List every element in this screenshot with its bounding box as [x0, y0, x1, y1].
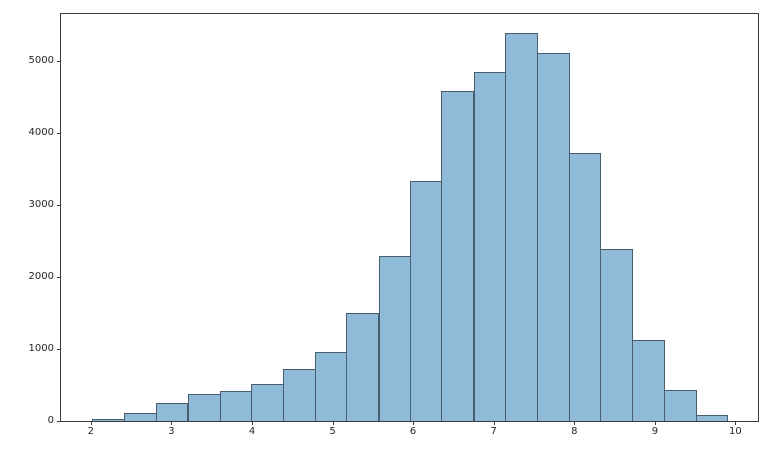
y-tick-label: 5000 [28, 55, 54, 67]
histogram-bar [187, 394, 221, 421]
x-tick-label: 9 [651, 426, 659, 437]
x-tick-mark [735, 421, 737, 425]
x-tick-mark [90, 421, 92, 425]
histogram-bar [251, 383, 284, 421]
histogram-bar [505, 33, 539, 421]
histogram-bar [378, 256, 411, 421]
x-tick-label: 4 [248, 426, 256, 437]
histogram-bar [696, 415, 729, 421]
y-tick-label: 3000 [28, 199, 54, 211]
histogram-bar [632, 339, 665, 421]
y-tick-mark [57, 349, 61, 351]
x-tick-label: 7 [490, 426, 497, 437]
x-tick-label: 3 [168, 426, 175, 437]
x-tick-label: 5 [329, 426, 336, 437]
x-tick-mark [654, 421, 656, 425]
x-tick-mark [252, 421, 253, 425]
x-tick-label: 10 [729, 426, 742, 437]
x-tick-mark [332, 421, 334, 425]
x-tick-mark [413, 421, 415, 425]
plot-area: 2 3 4 5 6 7 8 9 10 0 1000 2000 3000 4000 5000 [29, 13, 759, 437]
histogram-bar [568, 152, 601, 421]
y-tick-mark [57, 277, 61, 279]
histogram-bar [314, 351, 348, 421]
histogram-bar [473, 72, 506, 421]
histogram-bar [409, 181, 443, 421]
y-tick-mark [57, 61, 61, 63]
y-tick-label: 4000 [28, 127, 54, 139]
x-tick-mark [574, 421, 576, 425]
x-tick-label: 6 [409, 426, 417, 437]
histogram-bar [600, 248, 634, 421]
x-tick-mark [493, 421, 495, 425]
x-tick-label: 8 [571, 426, 578, 437]
histogram-bar [92, 419, 125, 421]
histogram-bar [346, 312, 380, 421]
y-tick-label: 1000 [28, 343, 54, 355]
histogram-bar [123, 412, 158, 421]
x-tick-mark [171, 421, 173, 425]
y-tick-mark [57, 133, 61, 135]
histogram-bar [156, 403, 189, 421]
histogram-bar [441, 90, 475, 421]
histogram-bar [219, 390, 253, 421]
y-tick-mark [57, 205, 61, 207]
y-tick-mark [57, 421, 61, 422]
y-tick-label: 2000 [28, 271, 54, 283]
histogram-bar [663, 390, 697, 421]
histogram-bar [282, 368, 316, 421]
histogram-bar [537, 53, 570, 421]
x-tick-label: 2 [87, 426, 94, 437]
y-tick-label: 0 [47, 415, 54, 426]
